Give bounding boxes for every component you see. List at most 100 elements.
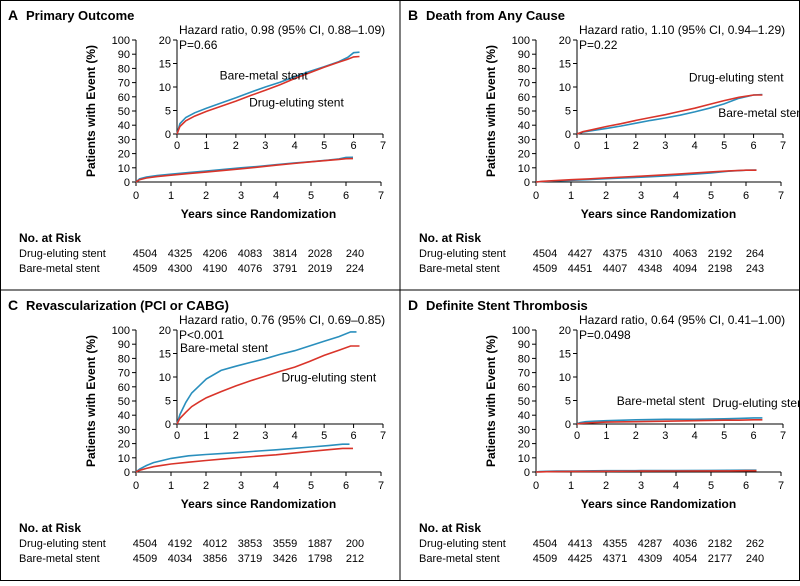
x-tick-label: 6 xyxy=(343,480,349,492)
x-tick-label: 2 xyxy=(203,190,209,202)
risk-table-title: No. at Risk xyxy=(19,231,81,245)
inset-background xyxy=(177,28,387,148)
x-tick-label: 1 xyxy=(168,190,174,202)
inset-x-tick-label: 0 xyxy=(574,430,580,442)
inset-x-tick-label: 5 xyxy=(721,140,727,152)
y-tick-label: 80 xyxy=(118,353,130,365)
x-tick-label: 4 xyxy=(673,190,679,202)
y-tick-label: 50 xyxy=(518,106,530,118)
y-tick-label: 80 xyxy=(518,63,530,75)
y-tick-label: 90 xyxy=(118,49,130,61)
p-value-text: P=0.0498 xyxy=(579,328,631,342)
inset-background xyxy=(177,318,387,438)
inset-y-tick-label: 20 xyxy=(159,325,171,337)
risk-value: 4371 xyxy=(603,553,627,565)
inset-x-tick-label: 4 xyxy=(292,430,298,442)
inset-y-tick-label: 15 xyxy=(559,59,571,71)
inset-y-tick-label: 0 xyxy=(165,129,171,141)
inset-x-tick-label: 2 xyxy=(233,430,239,442)
inset-x-tick-label: 3 xyxy=(262,140,268,152)
inset-x-tick-label: 7 xyxy=(780,140,786,152)
inset-y-tick-label: 0 xyxy=(565,129,571,141)
risk-value: 4509 xyxy=(133,263,157,275)
inset-series-line-bare-metal xyxy=(576,93,763,135)
inset-series-line-drug-eluting xyxy=(176,345,360,425)
risk-value: 3426 xyxy=(273,553,297,565)
risk-row-label: Drug-eluting stent xyxy=(19,538,106,550)
inset-x-tick-label: 1 xyxy=(203,140,209,152)
risk-row-label: Bare-metal stent xyxy=(19,263,100,275)
y-tick-label: 30 xyxy=(518,424,530,436)
inset-x-tick-label: 7 xyxy=(380,140,386,152)
inset-y-tick-label: 5 xyxy=(165,106,171,118)
inset-x-tick-label: 1 xyxy=(603,430,609,442)
x-axis-label: Years since Randomization xyxy=(181,497,336,511)
inset-series-line-drug-eluting xyxy=(176,55,360,135)
y-tick-label: 70 xyxy=(518,78,530,90)
risk-value: 4034 xyxy=(168,553,192,565)
panel-title: Definite Stent Thrombosis xyxy=(426,298,588,313)
risk-value: 4036 xyxy=(673,538,697,550)
inset-x-tick-label: 5 xyxy=(321,430,327,442)
p-value-text: P=0.22 xyxy=(579,38,618,52)
risk-value: 4309 xyxy=(638,553,662,565)
hazard-ratio-text: Hazard ratio, 0.76 (95% CI, 0.69–0.85) xyxy=(179,313,385,327)
y-tick-label: 80 xyxy=(518,353,530,365)
y-tick-label: 0 xyxy=(524,177,530,189)
inset-x-tick-label: 2 xyxy=(633,140,639,152)
risk-value: 4375 xyxy=(603,248,627,260)
risk-value: 4509 xyxy=(133,553,157,565)
risk-value: 4413 xyxy=(568,538,592,550)
x-tick-label: 2 xyxy=(603,480,609,492)
y-tick-label: 40 xyxy=(518,410,530,422)
inset-y-tick-label: 15 xyxy=(559,349,571,361)
y-tick-label: 20 xyxy=(518,149,530,161)
y-tick-label: 100 xyxy=(112,325,130,337)
x-tick-label: 4 xyxy=(273,190,279,202)
y-tick-label: 90 xyxy=(518,339,530,351)
inset-x-tick-label: 1 xyxy=(203,430,209,442)
series-line-drug-eluting xyxy=(135,447,353,473)
risk-value: 4504 xyxy=(133,538,157,550)
risk-row-label: Bare-metal stent xyxy=(419,553,500,565)
panel-title: Primary Outcome xyxy=(26,8,134,23)
risk-value: 2198 xyxy=(708,263,732,275)
series-line-bare-metal xyxy=(135,443,350,473)
y-tick-label: 60 xyxy=(118,382,130,394)
inset-series-line-bare-metal xyxy=(176,51,360,135)
y-tick-label: 20 xyxy=(518,439,530,451)
risk-value: 3814 xyxy=(273,248,297,260)
series-line-drug-eluting xyxy=(135,157,354,183)
risk-row-label: Drug-eluting stent xyxy=(419,248,506,260)
y-tick-label: 30 xyxy=(518,134,530,146)
y-axis-label: Patients with Event (%) xyxy=(84,335,98,467)
y-tick-label: 40 xyxy=(118,410,130,422)
x-tick-label: 7 xyxy=(378,190,384,202)
y-axis-label: Patients with Event (%) xyxy=(484,45,498,177)
y-tick-label: 60 xyxy=(518,382,530,394)
risk-value: 4300 xyxy=(168,263,192,275)
risk-value: 1887 xyxy=(308,538,332,550)
y-tick-label: 50 xyxy=(118,106,130,118)
inset-y-tick-label: 10 xyxy=(159,372,171,384)
risk-value: 4287 xyxy=(638,538,662,550)
p-value-text: P=0.66 xyxy=(179,38,218,52)
inset-y-tick-label: 15 xyxy=(159,59,171,71)
y-tick-label: 40 xyxy=(118,120,130,132)
x-tick-label: 0 xyxy=(133,480,139,492)
inset-y-tick-label: 10 xyxy=(559,372,571,384)
curve-label: Bare-metal stent xyxy=(718,106,800,120)
x-tick-label: 3 xyxy=(638,480,644,492)
inset-x-tick-label: 3 xyxy=(662,430,668,442)
inset-y-tick-label: 0 xyxy=(165,419,171,431)
y-tick-label: 30 xyxy=(118,424,130,436)
risk-value: 3791 xyxy=(273,263,297,275)
risk-value: 3856 xyxy=(203,553,227,565)
y-tick-label: 10 xyxy=(518,453,530,465)
panel-a: A Primary Outcome Patients with Event (%) 0… xyxy=(8,7,387,275)
x-tick-label: 4 xyxy=(673,480,679,492)
hazard-ratio-text: Hazard ratio, 0.64 (95% CI, 0.41–1.00) xyxy=(579,313,785,327)
risk-value: 3853 xyxy=(238,538,262,550)
curve-label: Bare-metal stent xyxy=(180,341,269,355)
